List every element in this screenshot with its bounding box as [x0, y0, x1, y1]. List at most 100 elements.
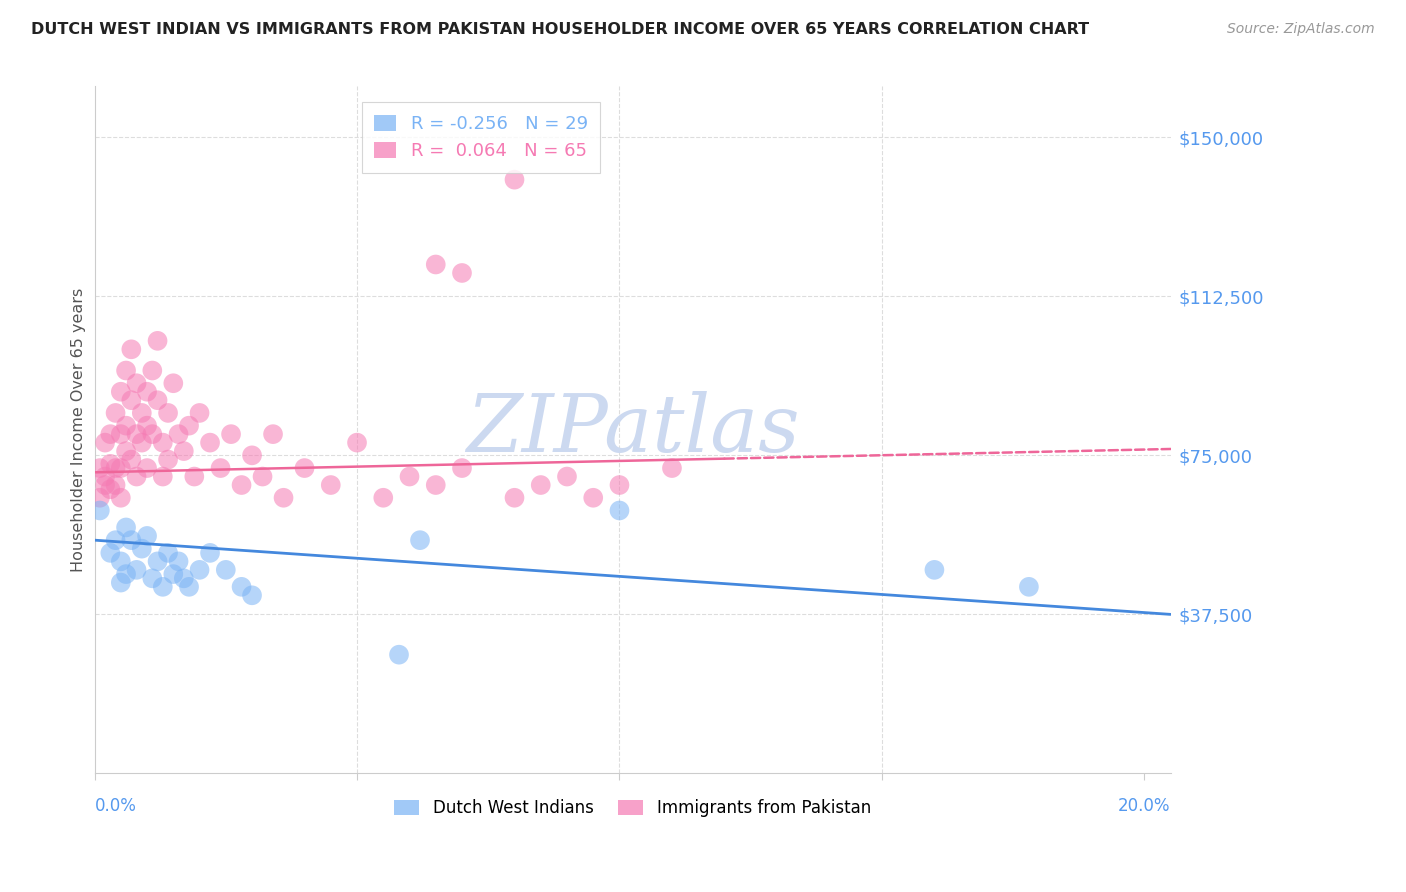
Point: [136, 384, 159, 399]
Point: [98, 483, 121, 497]
Point: [146, 393, 169, 408]
Point: [319, 478, 342, 492]
Point: [131, 541, 153, 556]
Point: [110, 554, 132, 568]
Point: [125, 563, 148, 577]
Point: [451, 266, 474, 280]
Point: [94, 469, 117, 483]
Point: [183, 469, 205, 483]
Point: [609, 478, 631, 492]
Point: [131, 406, 153, 420]
Point: [120, 533, 142, 548]
Point: [173, 571, 195, 585]
Point: [94, 435, 117, 450]
Point: [98, 457, 121, 471]
Point: [373, 491, 395, 505]
Point: [198, 435, 221, 450]
Point: [398, 469, 420, 483]
Point: [262, 427, 284, 442]
Point: [89, 503, 111, 517]
Point: [136, 461, 159, 475]
Point: [294, 461, 316, 475]
Point: [110, 491, 132, 505]
Point: [104, 533, 127, 548]
Point: [120, 343, 142, 357]
Point: [346, 435, 368, 450]
Point: [115, 567, 138, 582]
Point: [425, 258, 447, 272]
Point: [555, 469, 578, 483]
Point: [110, 575, 132, 590]
Point: [104, 461, 127, 475]
Point: [115, 418, 138, 433]
Point: [131, 435, 153, 450]
Point: [115, 444, 138, 458]
Text: 20.0%: 20.0%: [1118, 797, 1171, 815]
Point: [136, 529, 159, 543]
Point: [162, 567, 184, 582]
Point: [252, 469, 274, 483]
Point: [89, 491, 111, 505]
Y-axis label: Householder Income Over 65 years: Householder Income Over 65 years: [72, 288, 86, 572]
Point: [162, 376, 184, 391]
Point: [425, 478, 447, 492]
Point: [167, 554, 190, 568]
Point: [661, 461, 683, 475]
Point: [1018, 580, 1040, 594]
Text: DUTCH WEST INDIAN VS IMMIGRANTS FROM PAKISTAN HOUSEHOLDER INCOME OVER 65 YEARS C: DUTCH WEST INDIAN VS IMMIGRANTS FROM PAK…: [31, 22, 1090, 37]
Point: [157, 546, 180, 560]
Point: [219, 427, 242, 442]
Point: [609, 503, 631, 517]
Point: [98, 427, 121, 442]
Point: [110, 427, 132, 442]
Point: [125, 469, 148, 483]
Point: [152, 435, 174, 450]
Text: Source: ZipAtlas.com: Source: ZipAtlas.com: [1227, 22, 1375, 37]
Text: 0.0%: 0.0%: [94, 797, 136, 815]
Point: [924, 563, 946, 577]
Point: [120, 452, 142, 467]
Point: [98, 546, 121, 560]
Point: [104, 406, 127, 420]
Point: [89, 461, 111, 475]
Point: [115, 520, 138, 534]
Point: [94, 478, 117, 492]
Point: [152, 469, 174, 483]
Point: [120, 393, 142, 408]
Point: [152, 580, 174, 594]
Point: [115, 363, 138, 377]
Point: [215, 563, 238, 577]
Point: [167, 427, 190, 442]
Point: [136, 418, 159, 433]
Point: [177, 418, 200, 433]
Point: [198, 546, 221, 560]
Point: [451, 461, 474, 475]
Point: [273, 491, 295, 505]
Point: [240, 448, 263, 462]
Point: [125, 427, 148, 442]
Point: [530, 478, 553, 492]
Point: [141, 427, 163, 442]
Point: [146, 334, 169, 348]
Point: [141, 363, 163, 377]
Point: [188, 563, 211, 577]
Point: [104, 478, 127, 492]
Point: [231, 580, 253, 594]
Point: [409, 533, 432, 548]
Point: [173, 444, 195, 458]
Point: [110, 384, 132, 399]
Point: [240, 588, 263, 602]
Point: [141, 571, 163, 585]
Point: [503, 172, 526, 186]
Point: [146, 554, 169, 568]
Point: [188, 406, 211, 420]
Point: [582, 491, 605, 505]
Text: ZIPatlas: ZIPatlas: [465, 392, 800, 468]
Point: [157, 406, 180, 420]
Point: [157, 452, 180, 467]
Point: [388, 648, 411, 662]
Point: [503, 491, 526, 505]
Point: [110, 461, 132, 475]
Point: [125, 376, 148, 391]
Point: [209, 461, 232, 475]
